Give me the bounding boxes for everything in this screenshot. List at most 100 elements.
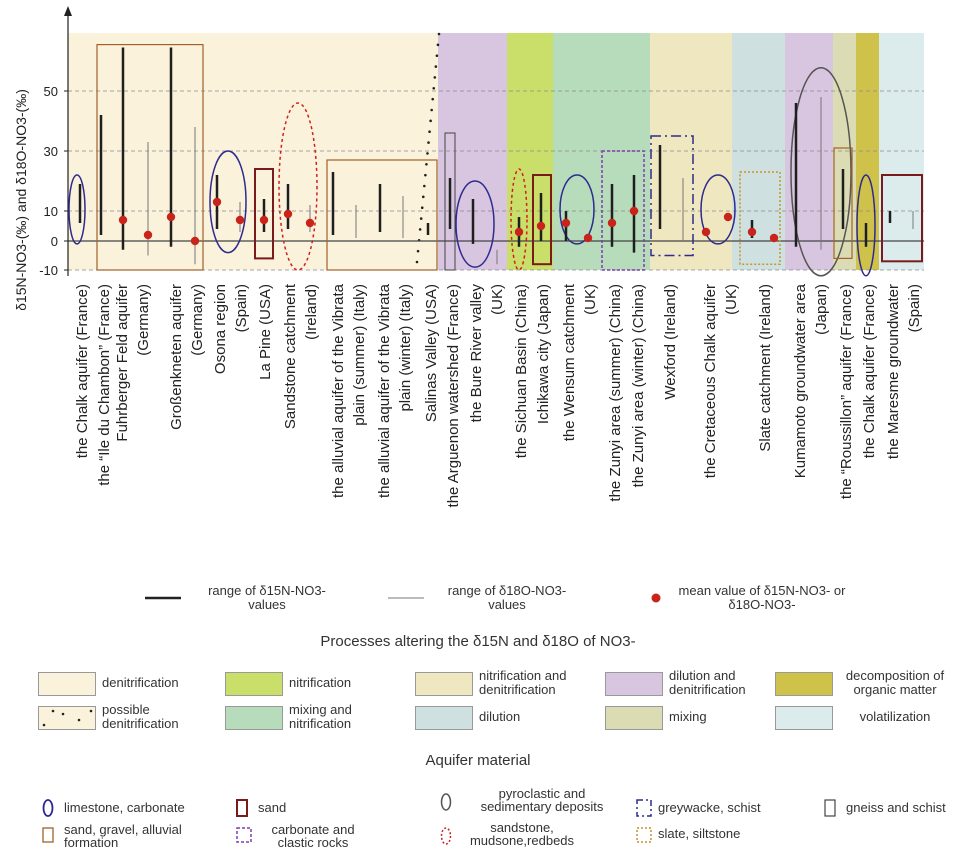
- material-icon-limestone: [42, 799, 54, 817]
- x-tick-label-group: Wexford (Ireland): [662, 284, 679, 400]
- x-tick-label: (Germany): [189, 284, 206, 356]
- possible-denitrification-dot: [431, 97, 435, 101]
- x-tick-label: the Arguenon watershed (France): [445, 284, 462, 507]
- possible-denitrification-dot: [434, 65, 438, 68]
- y-tick-label: 10: [44, 204, 58, 219]
- x-tick-label: Salinas Valley (USA): [423, 284, 440, 422]
- n15-line-swatch: [145, 596, 181, 600]
- x-tick-label: (Spain): [906, 284, 923, 332]
- x-tick-label-group: the Chalk aquifer (France): [74, 284, 91, 458]
- process-swatch-nitrification: [225, 672, 283, 696]
- mean-value-dot: [583, 233, 593, 243]
- material-icon-pyroclastic: [440, 793, 452, 811]
- possible-denitrification-dot: [435, 54, 439, 58]
- isotope-range-chart: -10 0 10 30 50 the Chalk aquifer (France) the …: [39, 6, 924, 507]
- process-label-volatilization: volatilization: [859, 709, 931, 724]
- material-limestone-outline: [209, 150, 247, 254]
- x-tick-label: (UK): [582, 284, 599, 315]
- possible-denitrification-dot: [432, 86, 436, 90]
- mean-value-dot: [166, 212, 176, 222]
- x-tick-label: (Ireland): [303, 284, 320, 340]
- process-swatch-denitrification: [38, 672, 96, 696]
- possible-denitrification-dot: [419, 217, 423, 220]
- x-tick-label: (Japan): [813, 284, 830, 335]
- material-title: Aquifer material: [425, 752, 531, 769]
- mean-value-dot: [747, 227, 757, 237]
- mean-value-dot: [143, 230, 153, 240]
- x-tick-label-group: Großenkneten aquifer (Germany): [168, 284, 206, 430]
- possible-denitrification-dot: [433, 76, 437, 79]
- process-swatch-nitrification_denitrification: [415, 672, 473, 696]
- material-icon-greywacke: [636, 799, 652, 817]
- processes-title: Processes altering the δ15N and δ18O of …: [320, 633, 636, 650]
- y-axis-label-text: δ15N-NO3-(‰) and δ18O-NO3-(‰): [13, 90, 29, 310]
- mean-dot-swatch: [651, 593, 661, 603]
- x-tick-label: the alluvial aquifer of the Vibrata: [330, 283, 347, 498]
- process-swatch-possible_denitrification: [38, 706, 96, 730]
- mean-value-dot: [305, 218, 315, 228]
- mean-value-dot: [235, 215, 245, 225]
- x-tick-label-group: the Zunyi area (summer) (China): [607, 284, 624, 502]
- material-label-gneiss: gneiss and schist: [846, 800, 946, 815]
- material-sand-outline: [254, 168, 274, 260]
- x-tick-label: (UK): [723, 284, 740, 315]
- x-tick-label: the Chalk aquifer (France): [74, 284, 91, 458]
- process-swatch-dilution_denitrification: [605, 672, 663, 696]
- material-icon-gneiss: [824, 799, 836, 817]
- material-label-greywacke: greywacke, schist: [658, 800, 761, 815]
- possible-denitrification-dot: [427, 141, 430, 144]
- x-tick-label-group: Kumamoto groundwater area (Japan): [792, 283, 830, 478]
- process-label-denitrification: denitrification: [102, 675, 179, 690]
- process-label-nitrification_denitrification: nitrification and denitrification: [479, 668, 567, 697]
- material-label-carbonate_clastic: carbonate and clastic rocks: [271, 822, 355, 850]
- material-icon-sandstone: [440, 827, 452, 845]
- x-tick-label: plain (winter) (Italy): [397, 284, 414, 412]
- possible-denitrification-dot: [429, 119, 432, 123]
- mean-value-dot: [118, 215, 128, 225]
- material-label-pyroclastic: pyroclastic and sedimentary deposits: [480, 786, 604, 814]
- x-tick-label-group: Slate catchment (Ireland): [757, 284, 774, 452]
- x-tick-label-group: Osona region (Spain): [212, 284, 250, 374]
- material-limestone-outline: [455, 180, 495, 268]
- possible-denitrification-dot: [420, 206, 424, 210]
- process-swatch-mixing_nitrification: [225, 706, 283, 730]
- x-tick-label: the “Roussillon” aquifer (France): [838, 284, 855, 499]
- possible-denitrification-dot: [423, 184, 426, 188]
- x-tick-label-group: Sandstone catchment (Ireland): [282, 283, 320, 429]
- process-label-dilution: dilution: [479, 709, 521, 724]
- process-swatch-dilution: [415, 706, 473, 730]
- y-tick-label: 0: [51, 234, 58, 249]
- x-tick-label: La Pine (USA): [257, 284, 274, 380]
- material-pyroclastic-outline: [790, 67, 852, 277]
- x-tick-label-group: Ichikawa city (Japan): [535, 284, 552, 424]
- mean-value-dot: [536, 221, 546, 231]
- y-axis-label: δ15N-NO3-(‰) and δ18O-NO3-(‰): [4, 89, 40, 311]
- possible-denitrification-dot: [424, 173, 427, 177]
- material-sand-outline: [532, 174, 552, 266]
- x-tick-label-group: the “Roussillon” aquifer (France): [838, 284, 855, 499]
- x-tick-label-group: the Sichuan Basin (China): [513, 284, 530, 458]
- material-sand-gravel-outline: [326, 159, 438, 271]
- x-tick-label-group: the Chalk aquifer (France): [861, 284, 878, 458]
- mean-label: mean value of δ15N-NO3- or δ18O-NO3-: [678, 583, 846, 612]
- mean-value-dot: [259, 215, 269, 225]
- process-label-possible_denitrification: possible denitrification: [102, 702, 179, 731]
- process-label-decomposition: decomposition of organic matter: [845, 668, 945, 697]
- mean-value-dot: [514, 227, 524, 237]
- material-slate-outline: [739, 171, 781, 265]
- material-icon-slate: [636, 827, 652, 843]
- process-swatch-volatilization: [775, 706, 833, 730]
- x-tick-label: Kumamoto groundwater area: [792, 283, 809, 478]
- material-sand-outline: [881, 174, 923, 263]
- x-tick-label: Fuhrberger Feld aquifer: [114, 284, 131, 442]
- possible-denitrification-dot: [428, 130, 431, 134]
- mean-value-dot: [629, 206, 639, 216]
- x-tick-label: (UK): [489, 284, 506, 315]
- x-tick-label: Osona region: [212, 284, 229, 374]
- material-sandstone-outline: [510, 168, 528, 271]
- mean-value-dot: [607, 218, 617, 228]
- material-icon-carbonate_clastic: [236, 827, 252, 843]
- x-tick-label-group: the alluvial aquifer of the Vibrata plain…: [376, 283, 414, 498]
- x-tick-label: Großenkneten aquifer: [168, 284, 185, 430]
- material-sand-gravel-outline: [833, 147, 853, 260]
